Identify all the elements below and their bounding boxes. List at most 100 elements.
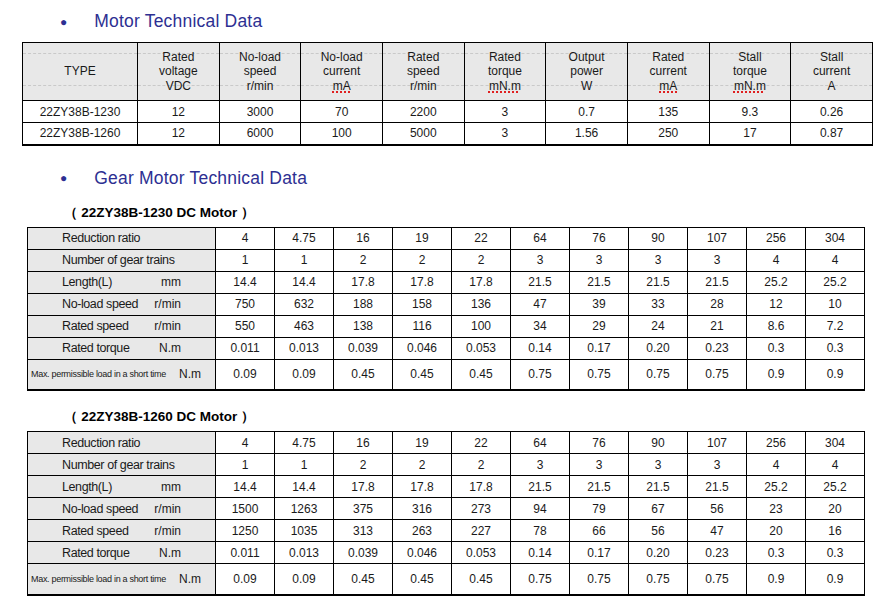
motor-value-cell: 5000 xyxy=(382,123,464,145)
gear-value-cell: 0.45 xyxy=(452,359,511,390)
gear-value-cell: 0.039 xyxy=(334,542,393,564)
gear-value-cell: 3 xyxy=(511,454,570,476)
gear-value-cell: 0.75 xyxy=(688,564,747,595)
gear-value-cell: 0.75 xyxy=(511,359,570,390)
gear-row-unit: N.m xyxy=(159,341,181,355)
gear-value-cell: 17.8 xyxy=(393,476,452,498)
gear-value-cell: 4 xyxy=(747,249,806,271)
gear-section-title: Gear Motor Technical Data xyxy=(94,168,307,189)
gear-value-cell: 10 xyxy=(806,293,865,315)
gear-label-wrap: No-load speedr/min xyxy=(28,297,215,311)
motor-type-cell: 22ZY38B-1230 xyxy=(23,101,138,123)
gear-value-cell: 107 xyxy=(688,227,747,249)
motor-body: 22ZY38B-123012300070220030.71359.30.2622… xyxy=(23,101,873,145)
gear-value-cell: 0.3 xyxy=(806,337,865,359)
gear-label-cell: Number of gear trains xyxy=(28,454,216,476)
gear-value-cell: 0.013 xyxy=(275,542,334,564)
gear-value-cell: 0.23 xyxy=(688,337,747,359)
gear-value-cell: 750 xyxy=(216,293,275,315)
motor-header-cell: No-load speedr/min xyxy=(219,43,301,101)
gear-row-label: Number of gear trains xyxy=(62,458,175,472)
motor-header-label: No-load speed xyxy=(220,50,301,78)
gear-value-cell: 21.5 xyxy=(511,271,570,293)
gear-caption: （ 22ZY38B-1230 DC Motor ） xyxy=(64,204,895,222)
motor-header-label: Stall torque xyxy=(710,50,791,78)
gear-value-cell: 0.23 xyxy=(688,542,747,564)
motor-header-cell: Output powerW xyxy=(546,43,628,101)
gear-value-cell: 4 xyxy=(747,454,806,476)
gear-value-cell: 0.9 xyxy=(747,359,806,390)
gear-value-cell: 20 xyxy=(806,498,865,520)
gear-label-cell: Rated torqueN.m xyxy=(28,542,216,564)
motor-header-unit: mN.m xyxy=(734,79,766,93)
gear-row: Max. permissible load in a short timeN.m… xyxy=(28,359,865,390)
gear-value-cell: 0.75 xyxy=(629,359,688,390)
motor-technical-table: TYPERated voltageVDCNo-load speedr/minNo… xyxy=(22,42,873,146)
gear-value-cell: 78 xyxy=(511,520,570,542)
gear-value-cell: 33 xyxy=(629,293,688,315)
gear-value-cell: 256 xyxy=(747,227,806,249)
gear-value-cell: 0.3 xyxy=(747,542,806,564)
gear-label-cell: Number of gear trains xyxy=(28,249,216,271)
gear-row: Length(L)mm14.414.417.817.817.821.521.52… xyxy=(28,476,865,498)
gear-table-section-1230: （ 22ZY38B-1230 DC Motor ） Reduction rati… xyxy=(0,204,895,392)
gear-row: Number of gear trains11222333344 xyxy=(28,454,865,476)
gear-label-wrap: No-load speedr/min xyxy=(28,502,215,516)
gear-value-cell: 56 xyxy=(688,498,747,520)
motor-value-cell: 12 xyxy=(138,101,220,123)
gear-value-cell: 2 xyxy=(452,454,511,476)
gear-label-cell: Rated speedr/min xyxy=(28,520,216,542)
gear-row: Number of gear trains11222333344 xyxy=(28,249,865,271)
gear-value-cell: 263 xyxy=(393,520,452,542)
gear-value-cell: 116 xyxy=(393,315,452,337)
motor-value-cell: 0.26 xyxy=(791,101,873,123)
gear-value-cell: 100 xyxy=(452,315,511,337)
gear-value-cell: 0.20 xyxy=(629,337,688,359)
gear-value-cell: 0.039 xyxy=(334,337,393,359)
gear-value-cell: 3 xyxy=(570,249,629,271)
motor-header-unit: mN.m xyxy=(489,79,521,93)
gear-value-cell: 1 xyxy=(275,249,334,271)
gear-value-cell: 0.20 xyxy=(629,542,688,564)
gear-value-cell: 90 xyxy=(629,432,688,454)
gear-row-label: Length(L) xyxy=(62,480,112,494)
gear-value-cell: 4.75 xyxy=(275,432,334,454)
gear-value-cell: 304 xyxy=(806,432,865,454)
gear-value-cell: 3 xyxy=(629,454,688,476)
gear-value-cell: 0.3 xyxy=(806,542,865,564)
gear-value-cell: 4.75 xyxy=(275,227,334,249)
motor-value-cell: 12 xyxy=(138,123,220,145)
motor-header-cell: Stall torquemN.m xyxy=(709,43,791,101)
gear-row-label: Max. permissible load in a short time xyxy=(31,574,166,584)
gear-value-cell: 25.2 xyxy=(747,476,806,498)
gear-value-cell: 90 xyxy=(629,227,688,249)
gear-label-wrap: Number of gear trains xyxy=(28,458,215,472)
gear-body: Reduction ratio44.7516192264769010725630… xyxy=(28,227,865,390)
gear-row-label: Rated speed xyxy=(62,319,129,333)
gear-value-cell: 1 xyxy=(216,249,275,271)
motor-header-unit: mA xyxy=(659,79,677,93)
gear-value-cell: 138 xyxy=(334,315,393,337)
gear-value-cell: 17.8 xyxy=(334,476,393,498)
gear-value-cell: 3 xyxy=(570,454,629,476)
gear-value-cell: 158 xyxy=(393,293,452,315)
gear-value-cell: 25.2 xyxy=(806,476,865,498)
gear-row-label: Rated speed xyxy=(62,524,129,538)
gear-value-cell: 16 xyxy=(334,432,393,454)
gear-value-cell: 29 xyxy=(570,315,629,337)
gear-value-cell: 304 xyxy=(806,227,865,249)
gear-value-cell: 0.09 xyxy=(275,359,334,390)
gear-value-cell: 273 xyxy=(452,498,511,520)
gear-value-cell: 34 xyxy=(511,315,570,337)
gear-value-cell: 313 xyxy=(334,520,393,542)
gear-row: No-load speedr/min7506321881581364739332… xyxy=(28,293,865,315)
gear-value-cell: 3 xyxy=(511,249,570,271)
gear-value-cell: 0.046 xyxy=(393,542,452,564)
gear-value-cell: 463 xyxy=(275,315,334,337)
motor-header-cell: Stall currentA xyxy=(791,43,873,101)
gear-value-cell: 4 xyxy=(216,432,275,454)
motor-value-cell: 3000 xyxy=(219,101,301,123)
gear-value-cell: 0.013 xyxy=(275,337,334,359)
gear-table-section-1260: （ 22ZY38B-1260 DC Motor ） Reduction rati… xyxy=(0,408,895,596)
gear-row-unit: r/min xyxy=(154,502,181,516)
